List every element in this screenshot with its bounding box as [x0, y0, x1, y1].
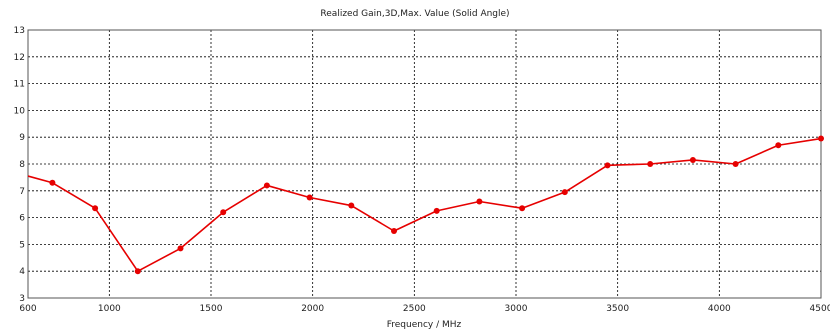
- x-axis-ticks: 600 1000 1500 2000 2500 3000 3500 4000 4500: [19, 304, 830, 314]
- data-point: [476, 198, 483, 205]
- x-tick-label: 2000: [301, 304, 324, 314]
- data-point: [818, 135, 824, 142]
- y-tick-label: 8: [19, 160, 25, 170]
- series-layer: [27, 135, 824, 275]
- data-point: [49, 179, 56, 186]
- y-tick-label: 4: [19, 267, 25, 277]
- y-tick-label: 12: [14, 53, 25, 63]
- x-tick-label: 2500: [403, 304, 426, 314]
- y-axis-ticks: 3 4 5 6 7 8 9 10 11 12 13: [14, 26, 26, 304]
- data-point: [220, 209, 227, 216]
- data-point: [263, 182, 270, 189]
- data-point: [348, 202, 355, 209]
- data-point: [92, 205, 99, 212]
- x-axis-label: Frequency / MHz: [387, 320, 462, 330]
- x-tick-label: 4500: [810, 304, 830, 314]
- y-tick-label: 13: [14, 26, 25, 36]
- data-point: [647, 161, 654, 167]
- x-tick-label: 1500: [200, 304, 223, 314]
- y-tick-label: 7: [19, 187, 25, 197]
- x-tick-label: 600: [19, 304, 36, 314]
- x-tick-label: 4000: [708, 304, 731, 314]
- chart-subtitle: Realized Gain,3D,Max. Value (Solid Angle…: [320, 9, 509, 19]
- data-point: [134, 268, 141, 275]
- data-point: [306, 194, 313, 201]
- y-tick-label: 6: [19, 214, 25, 224]
- data-point: [604, 162, 611, 169]
- x-tick-label: 3500: [606, 304, 629, 314]
- y-tick-label: 10: [14, 106, 26, 116]
- data-point: [391, 228, 397, 234]
- x-tick-label: 3000: [505, 304, 528, 314]
- data-point: [775, 142, 782, 149]
- y-tick-label: 5: [19, 240, 25, 250]
- data-point: [433, 207, 440, 214]
- series-line-0: [27, 137, 822, 273]
- data-point: [519, 205, 526, 212]
- grid-lines: [28, 30, 821, 298]
- data-point: [732, 161, 739, 167]
- y-tick-label: 11: [14, 80, 25, 90]
- y-tick-label: 9: [19, 133, 25, 143]
- data-point: [177, 245, 184, 252]
- plot-area-frame: [27, 29, 822, 299]
- data-point: [561, 189, 568, 196]
- y-tick-label: 3: [19, 294, 25, 304]
- x-tick-label: 1000: [98, 304, 121, 314]
- data-point: [689, 156, 696, 163]
